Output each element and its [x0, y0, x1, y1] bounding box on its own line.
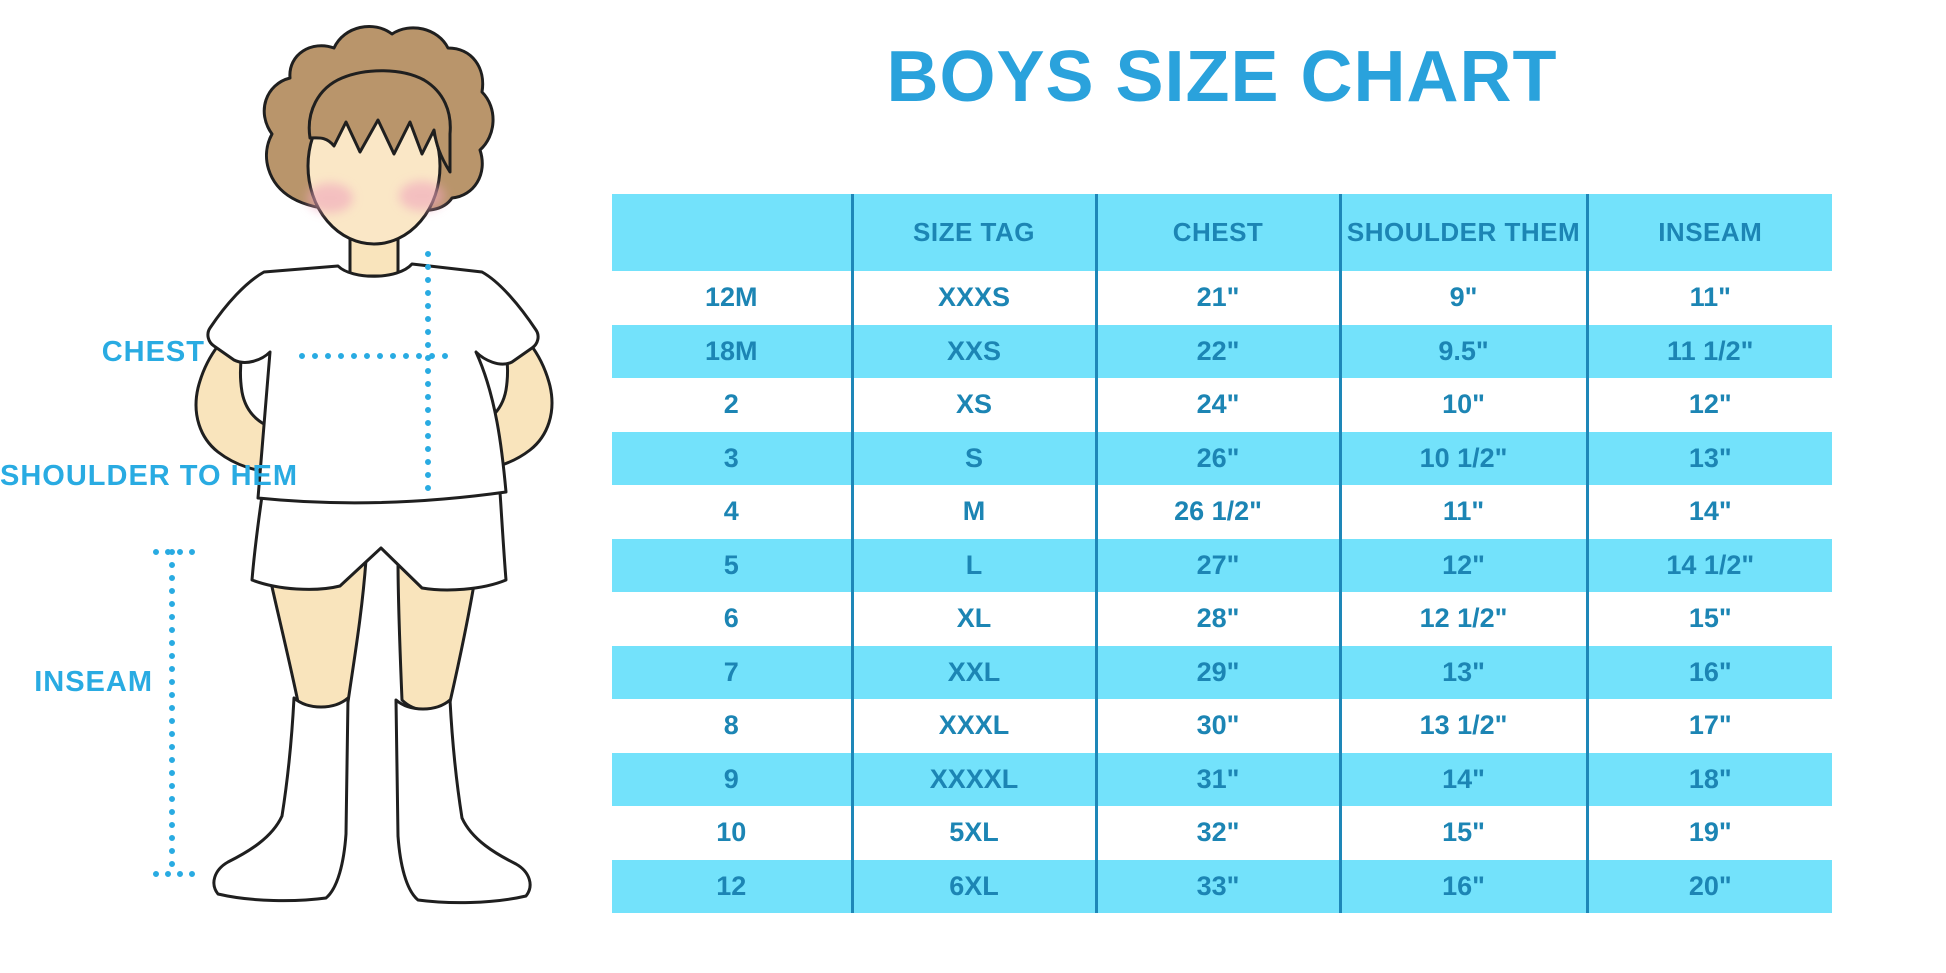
inseam-label: INSEAM: [34, 666, 153, 698]
cell-inseam: 20": [1585, 859, 1832, 913]
cell-size-tag: XXXS: [850, 271, 1096, 325]
shorts: [250, 490, 508, 592]
table-row: 12M XXXS 21" 9" 11": [612, 271, 1832, 325]
cell-shoulder-to-hem: 9.5": [1338, 324, 1587, 378]
cell-chest: 29": [1094, 645, 1340, 699]
right-cheek: [399, 181, 445, 211]
hair-fringe: [307, 69, 452, 174]
table-row: 8 XXXL 30" 13 1/2" 17": [612, 699, 1832, 753]
table-row: 9 XXXXL 31" 14" 18": [612, 752, 1832, 806]
cell-size-tag: XXXXL: [850, 752, 1096, 806]
header-cell-size-tag: SIZE TAG: [850, 194, 1096, 271]
page-title: BOYS SIZE CHART: [886, 37, 1558, 117]
cell-inseam: 14 1/2": [1585, 538, 1832, 592]
cell-chest: 26": [1094, 431, 1340, 485]
cell-chest: 32": [1094, 806, 1340, 860]
table-row: 10 5XL 32" 15" 19": [612, 806, 1832, 860]
cell-chest: 22": [1094, 324, 1340, 378]
cell-shoulder-to-hem: 12": [1338, 538, 1587, 592]
cell-size-tag: XL: [850, 592, 1096, 646]
left-sock: [212, 696, 350, 903]
cell-shoulder-to-hem: 12 1/2": [1338, 592, 1587, 646]
left-cheek: [307, 183, 353, 213]
cell-shoulder-to-hem: 15": [1338, 806, 1587, 860]
cell-size-tag: 6XL: [850, 859, 1096, 913]
header-cell-inseam: INSEAM: [1585, 194, 1832, 271]
cell-inseam: 19": [1585, 806, 1832, 860]
cell-inseam: 15": [1585, 592, 1832, 646]
cell-chest: 26 1/2": [1094, 485, 1340, 539]
cell-chest: 24": [1094, 378, 1340, 432]
cell-size: 6: [612, 592, 852, 646]
cell-shoulder-to-hem: 13": [1338, 645, 1587, 699]
cell-size: 8: [612, 699, 852, 753]
table-row: 7 XXL 29" 13" 16": [612, 645, 1832, 699]
cell-inseam: 12": [1585, 378, 1832, 432]
header-cell-size: [612, 194, 852, 271]
cell-shoulder-to-hem: 9": [1338, 271, 1587, 325]
right-sock: [394, 698, 532, 905]
cell-chest: 30": [1094, 699, 1340, 753]
header-cell-chest: CHEST: [1094, 194, 1340, 271]
cell-size-tag: S: [850, 431, 1096, 485]
cell-inseam: 11": [1585, 271, 1832, 325]
cell-size-tag: L: [850, 538, 1096, 592]
cell-size: 12: [612, 859, 852, 913]
cell-size-tag: XS: [850, 378, 1096, 432]
cell-inseam: 13": [1585, 431, 1832, 485]
cell-chest: 21": [1094, 271, 1340, 325]
cell-shoulder-to-hem: 10 1/2": [1338, 431, 1587, 485]
cell-size: 3: [612, 431, 852, 485]
cell-shoulder-to-hem: 10": [1338, 378, 1587, 432]
size-table-container: SIZE TAG CHEST SHOULDER THEM INSEAM 12M X…: [612, 194, 1832, 913]
cell-shoulder-to-hem: 11": [1338, 485, 1587, 539]
cell-inseam: 16": [1585, 645, 1832, 699]
cell-size: 5: [612, 538, 852, 592]
cell-chest: 33": [1094, 859, 1340, 913]
header-row: SIZE TAG CHEST SHOULDER THEM INSEAM: [612, 194, 1832, 271]
table-row: 5 L 27" 12" 14 1/2": [612, 538, 1832, 592]
size-table-header: SIZE TAG CHEST SHOULDER THEM INSEAM: [612, 194, 1832, 271]
size-table: SIZE TAG CHEST SHOULDER THEM INSEAM 12M X…: [612, 194, 1832, 913]
table-row: 12 6XL 33" 16" 20": [612, 859, 1832, 913]
cell-size: 10: [612, 806, 852, 860]
chest-label: CHEST: [101, 336, 205, 368]
table-row: 3 S 26" 10 1/2" 13": [612, 431, 1832, 485]
shoulder-to-hem-label: SHOULDER TO HEM: [0, 460, 299, 492]
cell-inseam: 18": [1585, 752, 1832, 806]
cell-inseam: 11 1/2": [1585, 324, 1832, 378]
table-row: 2 XS 24" 10" 12": [612, 378, 1832, 432]
cell-size-tag: XXS: [850, 324, 1096, 378]
cell-size-tag: 5XL: [850, 806, 1096, 860]
boy-measurement-figure: [0, 0, 560, 973]
cell-chest: 28": [1094, 592, 1340, 646]
cell-shoulder-to-hem: 16": [1338, 859, 1587, 913]
cell-size-tag: XXL: [850, 645, 1096, 699]
header-cell-shoulder: SHOULDER THEM: [1338, 194, 1587, 271]
cell-chest: 31": [1094, 752, 1340, 806]
boy-illustration: [153, 25, 554, 905]
cell-size: 12M: [612, 271, 852, 325]
table-row: 6 XL 28" 12 1/2" 15": [612, 592, 1832, 646]
size-table-body: 12M XXXS 21" 9" 11" 18M XXS 22" 9.5" 11 1/2" 2 XS 24…: [612, 271, 1832, 913]
cell-shoulder-to-hem: 14": [1338, 752, 1587, 806]
table-row: 18M XXS 22" 9.5" 11 1/2": [612, 324, 1832, 378]
cell-size: 7: [612, 645, 852, 699]
cell-inseam: 17": [1585, 699, 1832, 753]
cell-size: 18M: [612, 324, 852, 378]
cell-size: 2: [612, 378, 852, 432]
cell-inseam: 14": [1585, 485, 1832, 539]
t-shirt: [206, 262, 540, 505]
cell-size: 9: [612, 752, 852, 806]
cell-size-tag: M: [850, 485, 1096, 539]
cell-size: 4: [612, 485, 852, 539]
cell-size-tag: XXXL: [850, 699, 1096, 753]
cell-chest: 27": [1094, 538, 1340, 592]
table-row: 4 M 26 1/2" 11" 14": [612, 485, 1832, 539]
cell-shoulder-to-hem: 13 1/2": [1338, 699, 1587, 753]
